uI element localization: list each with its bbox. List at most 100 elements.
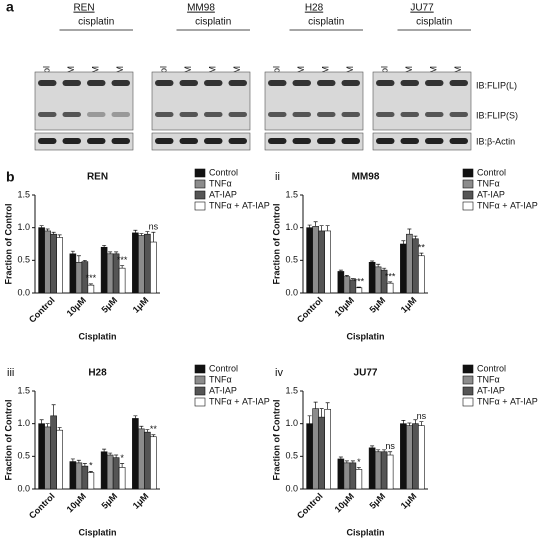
bar	[418, 255, 425, 294]
bar	[380, 451, 388, 490]
y-axis-label: Fraction of Control	[3, 204, 13, 285]
legend-label: AT-IAP	[209, 385, 237, 395]
bar	[324, 230, 331, 294]
bar	[100, 246, 108, 294]
band	[400, 138, 419, 144]
x-tick-label: Control	[27, 295, 57, 325]
significance: ns	[417, 411, 427, 421]
x-tick-label: 10μM	[333, 295, 356, 318]
bar	[337, 458, 345, 490]
legend-swatch	[462, 190, 474, 200]
band	[111, 80, 130, 86]
bar	[44, 230, 51, 294]
error-bar	[51, 404, 56, 416]
error-bar	[382, 449, 387, 452]
band	[425, 112, 444, 117]
y-axis-label: Fraction of Control	[271, 204, 281, 285]
legend-label: Control	[209, 363, 238, 373]
chart-title: H28	[88, 368, 107, 379]
error-bar	[413, 235, 418, 239]
y-tick-label: 0.0	[17, 483, 30, 493]
bar	[400, 243, 407, 294]
x-tick-label: 1μM	[131, 491, 151, 511]
significance: ns	[385, 441, 395, 451]
bar	[56, 429, 63, 490]
error-bar	[319, 408, 324, 418]
error-bar	[133, 229, 138, 233]
error-bar	[376, 449, 381, 452]
x-axis-label: Cisplatin	[78, 527, 116, 537]
bar	[144, 431, 151, 490]
error-bar	[57, 427, 62, 431]
band	[425, 80, 444, 86]
error-bar	[57, 234, 62, 238]
y-tick-label: 1.5	[17, 385, 30, 395]
cell-line: REN	[73, 3, 94, 14]
legend-label: Control	[209, 167, 238, 177]
error-bar	[401, 240, 406, 244]
significance: *	[89, 461, 93, 471]
bar	[87, 284, 95, 294]
error-bar	[151, 231, 156, 243]
band	[155, 112, 174, 117]
x-tick-label: Control	[27, 491, 57, 521]
legend-label: Control	[477, 167, 506, 177]
error-bar	[102, 244, 107, 248]
error-bar	[388, 281, 393, 284]
error-bar	[325, 225, 330, 231]
blot	[34, 132, 134, 151]
x-tick-label: Control	[295, 295, 325, 325]
legend-swatch	[462, 179, 474, 189]
bar	[75, 462, 83, 490]
treatment: cisplatin	[308, 17, 344, 28]
legend-label: TNFα	[209, 374, 232, 384]
band	[155, 80, 174, 86]
band	[400, 112, 419, 117]
x-tick-label: 10μM	[65, 295, 88, 318]
y-tick-label: 0.0	[285, 287, 298, 297]
bar	[406, 425, 413, 490]
blot	[151, 132, 251, 151]
y-axis-label: Fraction of Control	[3, 400, 13, 481]
panel-label: iv	[275, 367, 283, 379]
band	[292, 80, 311, 86]
x-tick-label: 5μM	[99, 295, 119, 315]
bar	[312, 408, 319, 490]
panel-label: iii	[7, 367, 14, 379]
y-tick-label: 1.5	[285, 189, 298, 199]
y-tick-label: 1.0	[17, 418, 30, 428]
panel-letter: a	[6, 0, 14, 15]
band	[317, 80, 336, 86]
bar	[400, 423, 407, 490]
error-bar	[307, 224, 312, 228]
y-tick-label: 1.5	[17, 189, 30, 199]
error-bar	[114, 454, 119, 458]
legend-swatch	[462, 386, 474, 396]
error-bar	[313, 401, 318, 409]
bar	[306, 423, 313, 490]
bar	[306, 227, 313, 294]
x-axis-label: Cisplatin	[78, 331, 116, 341]
bar	[87, 472, 95, 490]
error-bar	[108, 452, 113, 456]
legend-label: Control	[477, 363, 506, 373]
error-bar	[338, 269, 343, 272]
error-bar	[325, 402, 330, 410]
error-bar	[82, 463, 87, 467]
legend-label: AT-IAP	[477, 385, 505, 395]
bar	[138, 235, 145, 294]
treatment: cisplatin	[416, 17, 452, 28]
error-bar	[114, 251, 119, 254]
blot-label: IB:β-Actin	[476, 136, 515, 146]
band	[38, 80, 57, 86]
error-bar	[139, 425, 144, 429]
legend-label: TNFα + AT-IAP	[477, 396, 538, 406]
bar	[112, 457, 120, 490]
bar	[132, 418, 139, 490]
band	[376, 112, 395, 117]
band	[62, 80, 81, 86]
significance: ns	[149, 222, 159, 232]
blot-label: IB:FLIP(L)	[476, 80, 517, 90]
band	[62, 138, 81, 144]
band	[38, 112, 57, 117]
